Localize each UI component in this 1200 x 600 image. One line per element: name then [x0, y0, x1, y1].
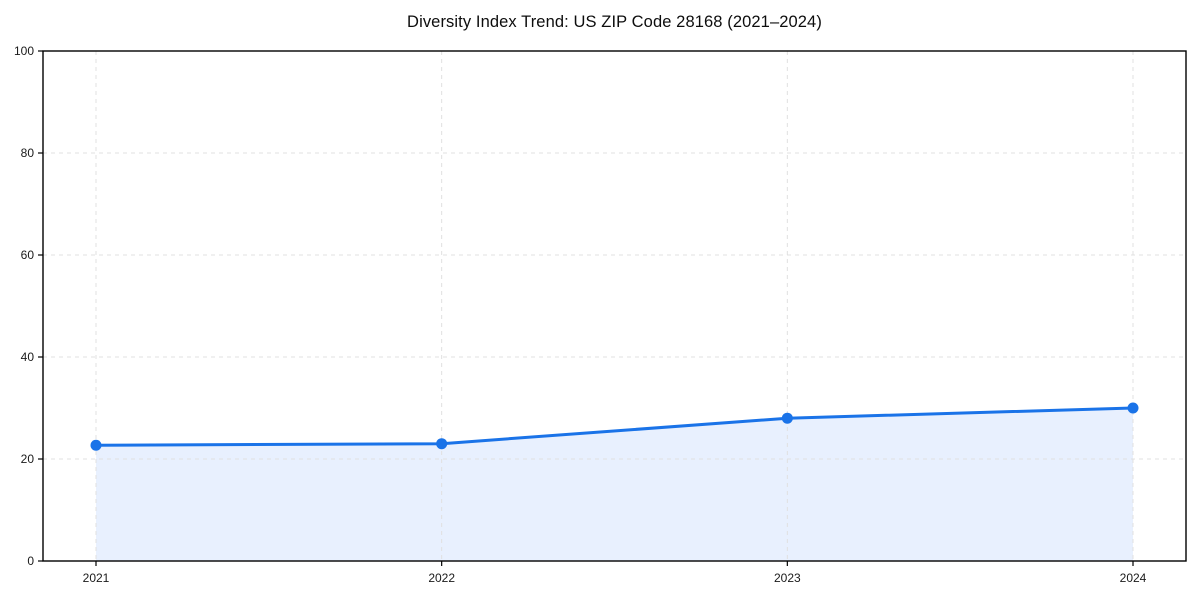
chart-title: Diversity Index Trend: US ZIP Code 28168… [407, 13, 822, 31]
trend-line [94, 406, 1135, 447]
area-fill [96, 408, 1133, 561]
y-axis-tick-label: 0 [27, 554, 34, 568]
y-axis-tick-label: 20 [21, 452, 35, 466]
x-axis-tick-label: 2024 [1120, 571, 1147, 585]
y-axis-tick-label: 40 [21, 350, 35, 364]
plot-frame [42, 50, 1187, 562]
y-axis-tick-label: 100 [14, 44, 34, 58]
x-axis-tick-label: 2022 [428, 571, 455, 585]
y-axis-tick-label: 60 [21, 248, 35, 262]
data-point [1127, 402, 1139, 414]
data-point [90, 439, 102, 451]
x-axis-tick-label: 2021 [83, 571, 110, 585]
data-point [781, 412, 793, 424]
y-axis-tick-label: 80 [21, 146, 35, 160]
x-axis-tick-label: 2023 [774, 571, 801, 585]
data-point [436, 438, 448, 450]
